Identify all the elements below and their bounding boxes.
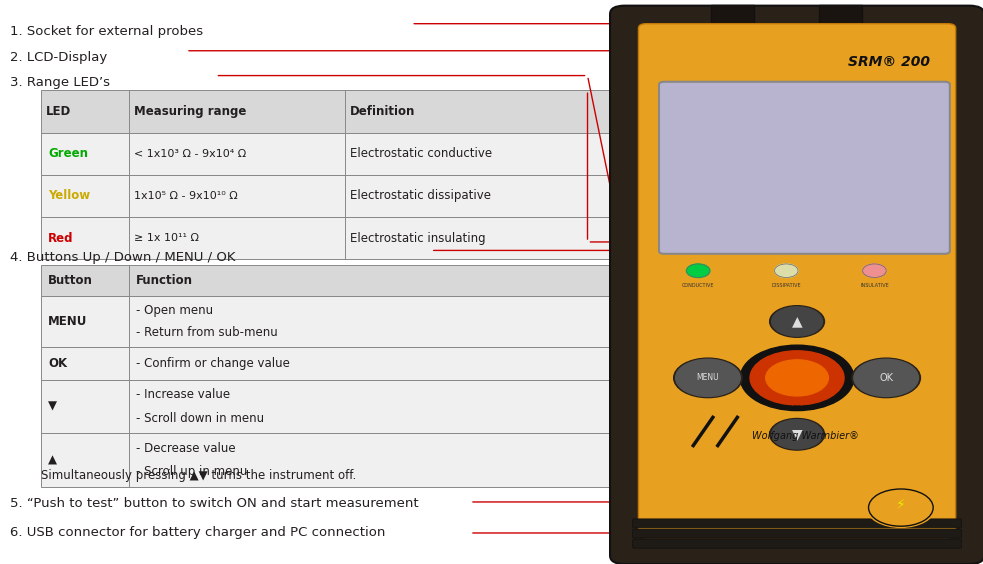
Text: 1. Socket for external probes: 1. Socket for external probes: [10, 25, 202, 38]
Text: Wolfgang Warmbier®: Wolfgang Warmbier®: [752, 431, 859, 441]
FancyBboxPatch shape: [638, 24, 955, 537]
Text: - Return from sub-menu: - Return from sub-menu: [136, 326, 278, 339]
FancyBboxPatch shape: [41, 175, 609, 217]
FancyBboxPatch shape: [659, 82, 950, 254]
FancyBboxPatch shape: [41, 347, 658, 380]
Text: 3. Range LED’s: 3. Range LED’s: [10, 76, 110, 89]
Text: Measuring range: Measuring range: [134, 105, 247, 118]
Text: 4. Buttons Up / Down / MENU / OK: 4. Buttons Up / Down / MENU / OK: [10, 251, 235, 264]
Text: MENU: MENU: [48, 315, 87, 328]
Text: - Confirm or change value: - Confirm or change value: [136, 356, 290, 370]
FancyBboxPatch shape: [41, 265, 658, 296]
Text: CONDUCTIVE: CONDUCTIVE: [682, 283, 715, 288]
Text: - Scroll up in menu: - Scroll up in menu: [136, 465, 248, 478]
FancyBboxPatch shape: [41, 90, 609, 133]
FancyBboxPatch shape: [632, 539, 961, 548]
Text: 2. LCD-Display: 2. LCD-Display: [10, 51, 107, 64]
Text: MENU: MENU: [697, 373, 720, 382]
Text: - Open menu: - Open menu: [136, 304, 213, 317]
Text: ▲: ▲: [791, 315, 802, 328]
Text: LED: LED: [46, 105, 72, 118]
FancyBboxPatch shape: [632, 519, 961, 528]
FancyBboxPatch shape: [632, 529, 961, 538]
Text: Definition: Definition: [350, 105, 415, 118]
Circle shape: [686, 264, 710, 277]
Circle shape: [766, 360, 829, 396]
Text: - Increase value: - Increase value: [136, 388, 230, 401]
Text: OK: OK: [879, 373, 894, 383]
Text: Red: Red: [48, 232, 74, 245]
Text: 6. USB connector for battery charger and PC connection: 6. USB connector for battery charger and…: [10, 526, 385, 539]
Text: Button: Button: [48, 274, 92, 287]
Text: DISSIPATIVE: DISSIPATIVE: [772, 283, 801, 288]
Circle shape: [675, 359, 740, 396]
FancyBboxPatch shape: [41, 433, 658, 487]
Text: ▼: ▼: [48, 400, 57, 413]
Circle shape: [772, 420, 823, 449]
Circle shape: [740, 345, 854, 411]
Text: Simultaneously pressing ▲▼ turns the instrument off.: Simultaneously pressing ▲▼ turns the ins…: [41, 469, 357, 482]
FancyBboxPatch shape: [41, 380, 658, 433]
FancyBboxPatch shape: [711, 5, 754, 29]
Text: ▲: ▲: [48, 453, 57, 466]
Text: INSULATIVE: INSULATIVE: [860, 283, 889, 288]
Text: Function: Function: [136, 274, 193, 287]
Text: Electrostatic conductive: Electrostatic conductive: [350, 147, 492, 160]
Text: ⚡: ⚡: [896, 498, 905, 512]
Circle shape: [770, 418, 825, 450]
Text: ▼: ▼: [791, 428, 802, 441]
Text: 1x10⁵ Ω - 9x10¹⁰ Ω: 1x10⁵ Ω - 9x10¹⁰ Ω: [134, 191, 238, 201]
Text: - Scroll down in menu: - Scroll down in menu: [136, 412, 264, 425]
FancyBboxPatch shape: [41, 217, 609, 259]
Text: PUSH TO TEST: PUSH TO TEST: [778, 405, 817, 410]
Text: Electrostatic dissipative: Electrostatic dissipative: [350, 190, 491, 202]
Circle shape: [854, 359, 918, 396]
Circle shape: [772, 307, 823, 336]
Circle shape: [770, 306, 825, 337]
Circle shape: [867, 488, 935, 527]
FancyBboxPatch shape: [41, 296, 658, 347]
Text: OK: OK: [48, 356, 67, 370]
Text: Electrostatic insulating: Electrostatic insulating: [350, 232, 486, 245]
Text: SRM® 200: SRM® 200: [848, 55, 930, 69]
FancyBboxPatch shape: [41, 133, 609, 175]
Circle shape: [852, 358, 920, 398]
Text: Green: Green: [48, 147, 88, 160]
Circle shape: [863, 264, 886, 277]
Circle shape: [673, 358, 742, 398]
FancyBboxPatch shape: [819, 5, 862, 29]
Text: 5. “Push to test” button to switch ON and start measurement: 5. “Push to test” button to switch ON an…: [10, 497, 419, 510]
Text: ≥ 1x 10¹¹ Ω: ≥ 1x 10¹¹ Ω: [134, 233, 200, 243]
Circle shape: [750, 351, 844, 405]
Text: < 1x10³ Ω - 9x10⁴ Ω: < 1x10³ Ω - 9x10⁴ Ω: [134, 149, 247, 158]
FancyBboxPatch shape: [610, 6, 983, 564]
Circle shape: [775, 264, 798, 277]
Text: Yellow: Yellow: [48, 190, 90, 202]
Text: - Decrease value: - Decrease value: [136, 442, 236, 455]
